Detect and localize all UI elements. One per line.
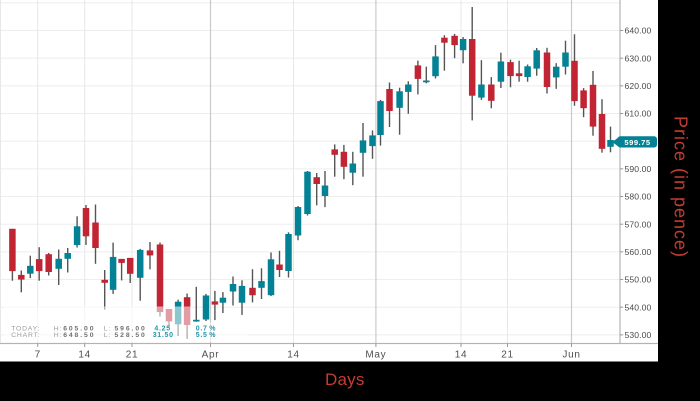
svg-text:31.50: 31.50 [153,332,174,339]
svg-text:Apr: Apr [202,350,220,361]
svg-text:H:: H: [54,332,62,339]
svg-text:648.50: 648.50 [63,332,95,339]
svg-text:570.00: 570.00 [625,219,652,229]
svg-text:%: % [209,332,216,339]
svg-text:630.00: 630.00 [625,53,652,63]
svg-text:%: % [209,326,216,333]
svg-text:5.5: 5.5 [196,332,208,339]
svg-text:21: 21 [126,350,139,361]
svg-text:May: May [365,350,386,361]
svg-text:550.00: 550.00 [625,275,652,285]
svg-text:Price (in pence): Price (in pence) [671,116,691,258]
svg-text:610.00: 610.00 [625,109,652,119]
svg-text:L:: L: [104,332,111,339]
svg-text:0.7: 0.7 [196,326,208,333]
svg-text:CHART:: CHART: [11,332,40,339]
svg-text:640.00: 640.00 [625,26,652,36]
svg-text:540.00: 540.00 [625,302,652,312]
svg-text:14: 14 [287,350,300,361]
svg-text:Days: Days [325,370,365,389]
svg-text:560.00: 560.00 [625,247,652,257]
svg-text:596.00: 596.00 [115,326,147,333]
svg-text:L:: L: [104,326,111,333]
svg-text:528.50: 528.50 [115,332,147,339]
svg-text:605.00: 605.00 [63,326,95,333]
svg-text:14: 14 [78,350,91,361]
svg-text:H:: H: [54,326,62,333]
svg-text:530.00: 530.00 [625,330,652,340]
svg-text:TODAY:: TODAY: [11,326,40,333]
svg-text:620.00: 620.00 [625,81,652,91]
svg-text:580.00: 580.00 [625,192,652,202]
svg-text:7: 7 [35,350,41,361]
svg-text:599.75: 599.75 [624,138,651,147]
svg-text:590.00: 590.00 [625,164,652,174]
svg-text:21: 21 [501,350,514,361]
svg-text:Jun: Jun [562,350,580,361]
svg-text:14: 14 [455,350,468,361]
svg-text:4.25: 4.25 [154,326,170,333]
